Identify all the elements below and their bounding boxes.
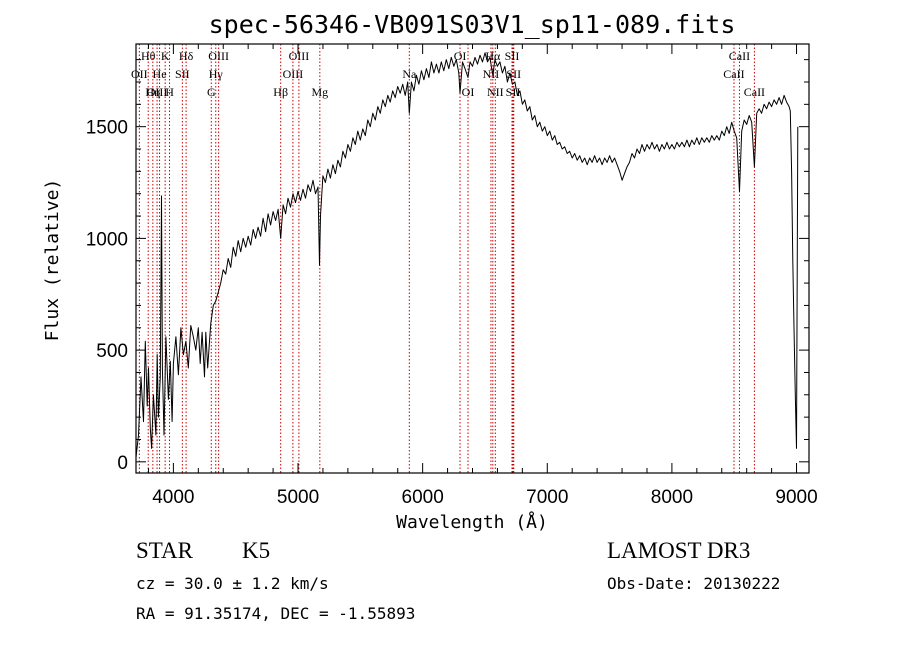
- line-label: Hη: [145, 85, 160, 99]
- line-label: Hα: [485, 49, 501, 63]
- line-label: OII: [131, 67, 148, 81]
- y-tick-label: 1500: [86, 118, 128, 139]
- x-tick-label: 7000: [526, 487, 568, 508]
- line-label: Na: [402, 67, 417, 81]
- line-label: CaII: [723, 67, 744, 81]
- obs-date: Obs-Date: 20130222: [607, 574, 781, 593]
- line-label: OI: [454, 49, 467, 63]
- line-label: Hγ: [209, 67, 224, 81]
- spectrum-series: [135, 52, 799, 458]
- line-label: NII: [483, 67, 500, 81]
- line-label: OIII: [289, 49, 310, 63]
- line-label: SII: [506, 85, 521, 99]
- x-tick-label: 8000: [651, 487, 693, 508]
- line-label: SII: [506, 67, 521, 81]
- object-class: STAR: [136, 538, 193, 563]
- line-label: OIII: [208, 49, 229, 63]
- line-label: G: [207, 85, 216, 99]
- line-label: H: [165, 85, 174, 99]
- line-label: SII: [505, 49, 520, 63]
- x-tick-label: 6000: [402, 487, 444, 508]
- axis-ticks: 4000 5000 6000 7000 8000 9000 0 500 1000 1500: [86, 44, 818, 508]
- line-label: OIII: [147, 85, 168, 99]
- plot-frame: [135, 43, 810, 474]
- line-label: Hδ: [179, 49, 194, 63]
- line-label: Mg: [311, 85, 328, 99]
- spectral-line-markers: [138, 44, 755, 473]
- y-tick-label: 1000: [86, 229, 128, 250]
- line-label: CaII: [729, 49, 750, 63]
- line-label: He: [153, 67, 167, 81]
- coordinates: RA = 91.35174, DEC = -1.55893: [136, 604, 416, 623]
- x-tick-label: 4000: [152, 487, 194, 508]
- line-label: OIII: [283, 67, 304, 81]
- line-label: Hβ: [273, 85, 288, 99]
- line-label: Hθ: [141, 49, 156, 63]
- line-label: K: [161, 49, 170, 63]
- spectrum-line: [135, 52, 799, 458]
- x-axis-label: Wavelength (Å): [396, 511, 548, 533]
- y-tick-label: 0: [117, 453, 128, 474]
- x-tick-label: 5000: [277, 487, 319, 508]
- survey-name: LAMOST DR3: [607, 538, 751, 563]
- line-label: SII: [175, 67, 190, 81]
- object-subclass: K5: [242, 538, 271, 563]
- line-label: OI: [462, 85, 475, 99]
- line-label: NII: [487, 85, 504, 99]
- chart-title: spec-56346-VB091S03V1_sp11-089.fits: [209, 10, 736, 39]
- redshift-text: cz = 30.0 ± 1.2 km/s: [136, 574, 329, 593]
- x-tick-label: 9000: [775, 487, 817, 508]
- y-axis-label: Flux (relative): [42, 179, 63, 342]
- line-label: CaII: [744, 85, 765, 99]
- y-tick-label: 500: [96, 341, 128, 362]
